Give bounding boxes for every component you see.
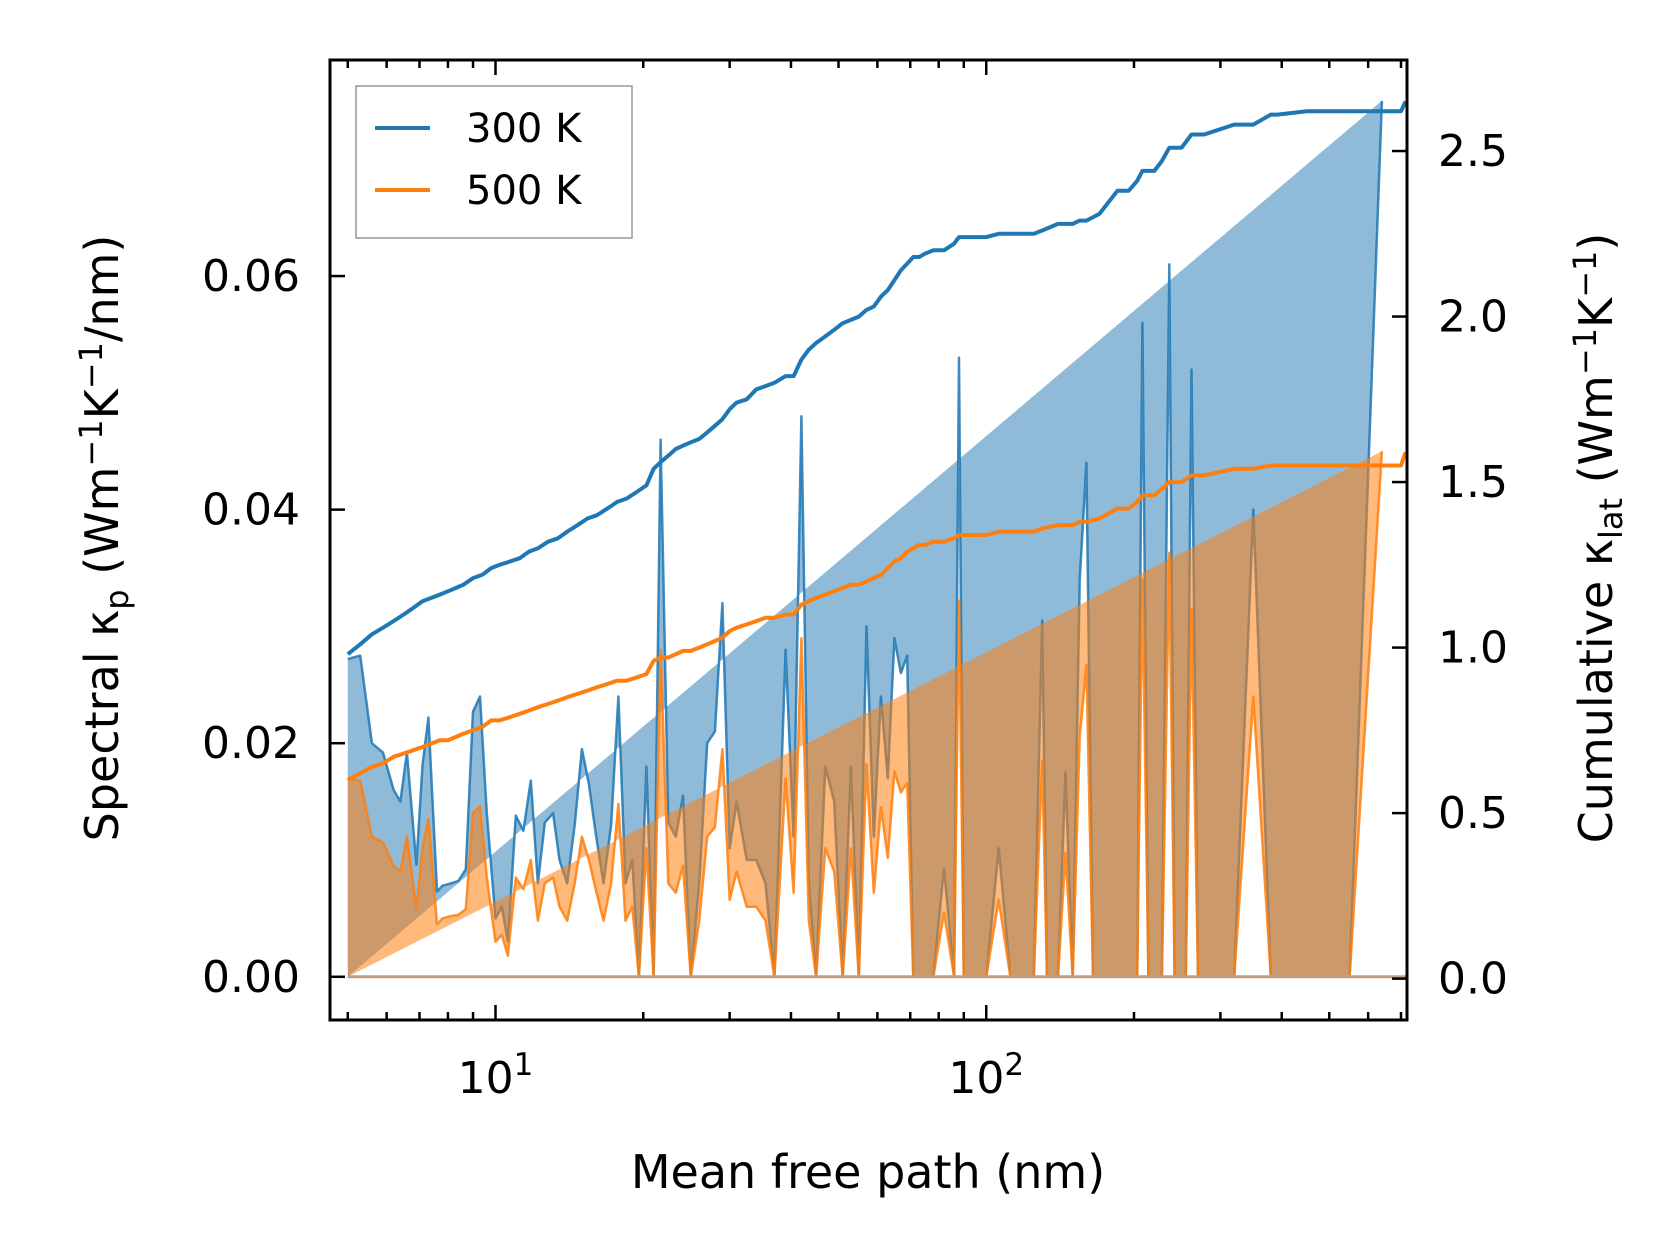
cumulative-line-layer — [346, 100, 1407, 782]
y-right-title-mid: K — [1569, 296, 1623, 328]
y-left-axis-title: Spectral κp (Wm−1K−1/nm) — [72, 235, 136, 842]
y-right-axis-title: Cumulative κlat (Wm−1K−1) — [1566, 233, 1630, 844]
y-right-title-sup1: −1 — [1566, 328, 1604, 375]
axis-ticks: 101 102 0.00 0.02 0.04 0.06 0.0 0.5 1.0 1.5 2.0 2.5 — [202, 60, 1508, 1104]
spectral-area-layer — [347, 100, 1406, 979]
spectral-area-500K — [347, 451, 1382, 977]
y-right-tick-label: 1.0 — [1438, 623, 1508, 674]
plot-frame — [328, 58, 1409, 1022]
y-right-tick-label: 0.5 — [1438, 788, 1508, 839]
y-left-tick-label: 0.00 — [202, 952, 300, 1003]
legend-box — [355, 85, 633, 239]
y-right-title-sub: lat — [1592, 498, 1630, 539]
y-left-title-end: /nm) — [75, 235, 129, 342]
x-axis-title: Mean free path (nm) — [631, 1145, 1105, 1199]
y-right-tick-label: 2.5 — [1438, 126, 1508, 177]
y-right-tick-label: 2.0 — [1438, 292, 1508, 343]
y-right-title-end: ) — [1569, 233, 1623, 251]
y-left-tick-label: 0.02 — [202, 718, 300, 769]
x-tick-label: 101 — [458, 1047, 534, 1104]
y-left-title-sup2: −1 — [72, 342, 110, 389]
legend-label-300K: 300 K — [466, 106, 583, 152]
legend-label-500K: 500 K — [466, 168, 583, 214]
y-left-title-sub: p — [98, 589, 136, 609]
y-right-tick-label: 1.5 — [1438, 457, 1508, 508]
y-right-title-open: (Wm — [1569, 375, 1623, 498]
y-left-title-sup1: −1 — [72, 419, 110, 466]
y-left-tick-label: 0.04 — [202, 485, 300, 536]
x-tick-label: 102 — [948, 1047, 1024, 1104]
y-right-title-sup2: −1 — [1566, 251, 1604, 298]
y-right-title-main: Cumulative κ — [1569, 539, 1623, 843]
cumulative-line-500K — [346, 451, 1407, 782]
y-left-title-open: (Wm — [75, 467, 129, 590]
y-right-tick-label: 0.0 — [1438, 954, 1508, 1005]
cumulative-line-300K — [346, 100, 1407, 656]
y-left-title-main: Spectral κ — [75, 610, 129, 842]
y-left-tick-label: 0.06 — [202, 251, 300, 302]
y-left-title-mid: K — [75, 387, 129, 419]
legend: 300 K 500 K — [355, 85, 633, 239]
